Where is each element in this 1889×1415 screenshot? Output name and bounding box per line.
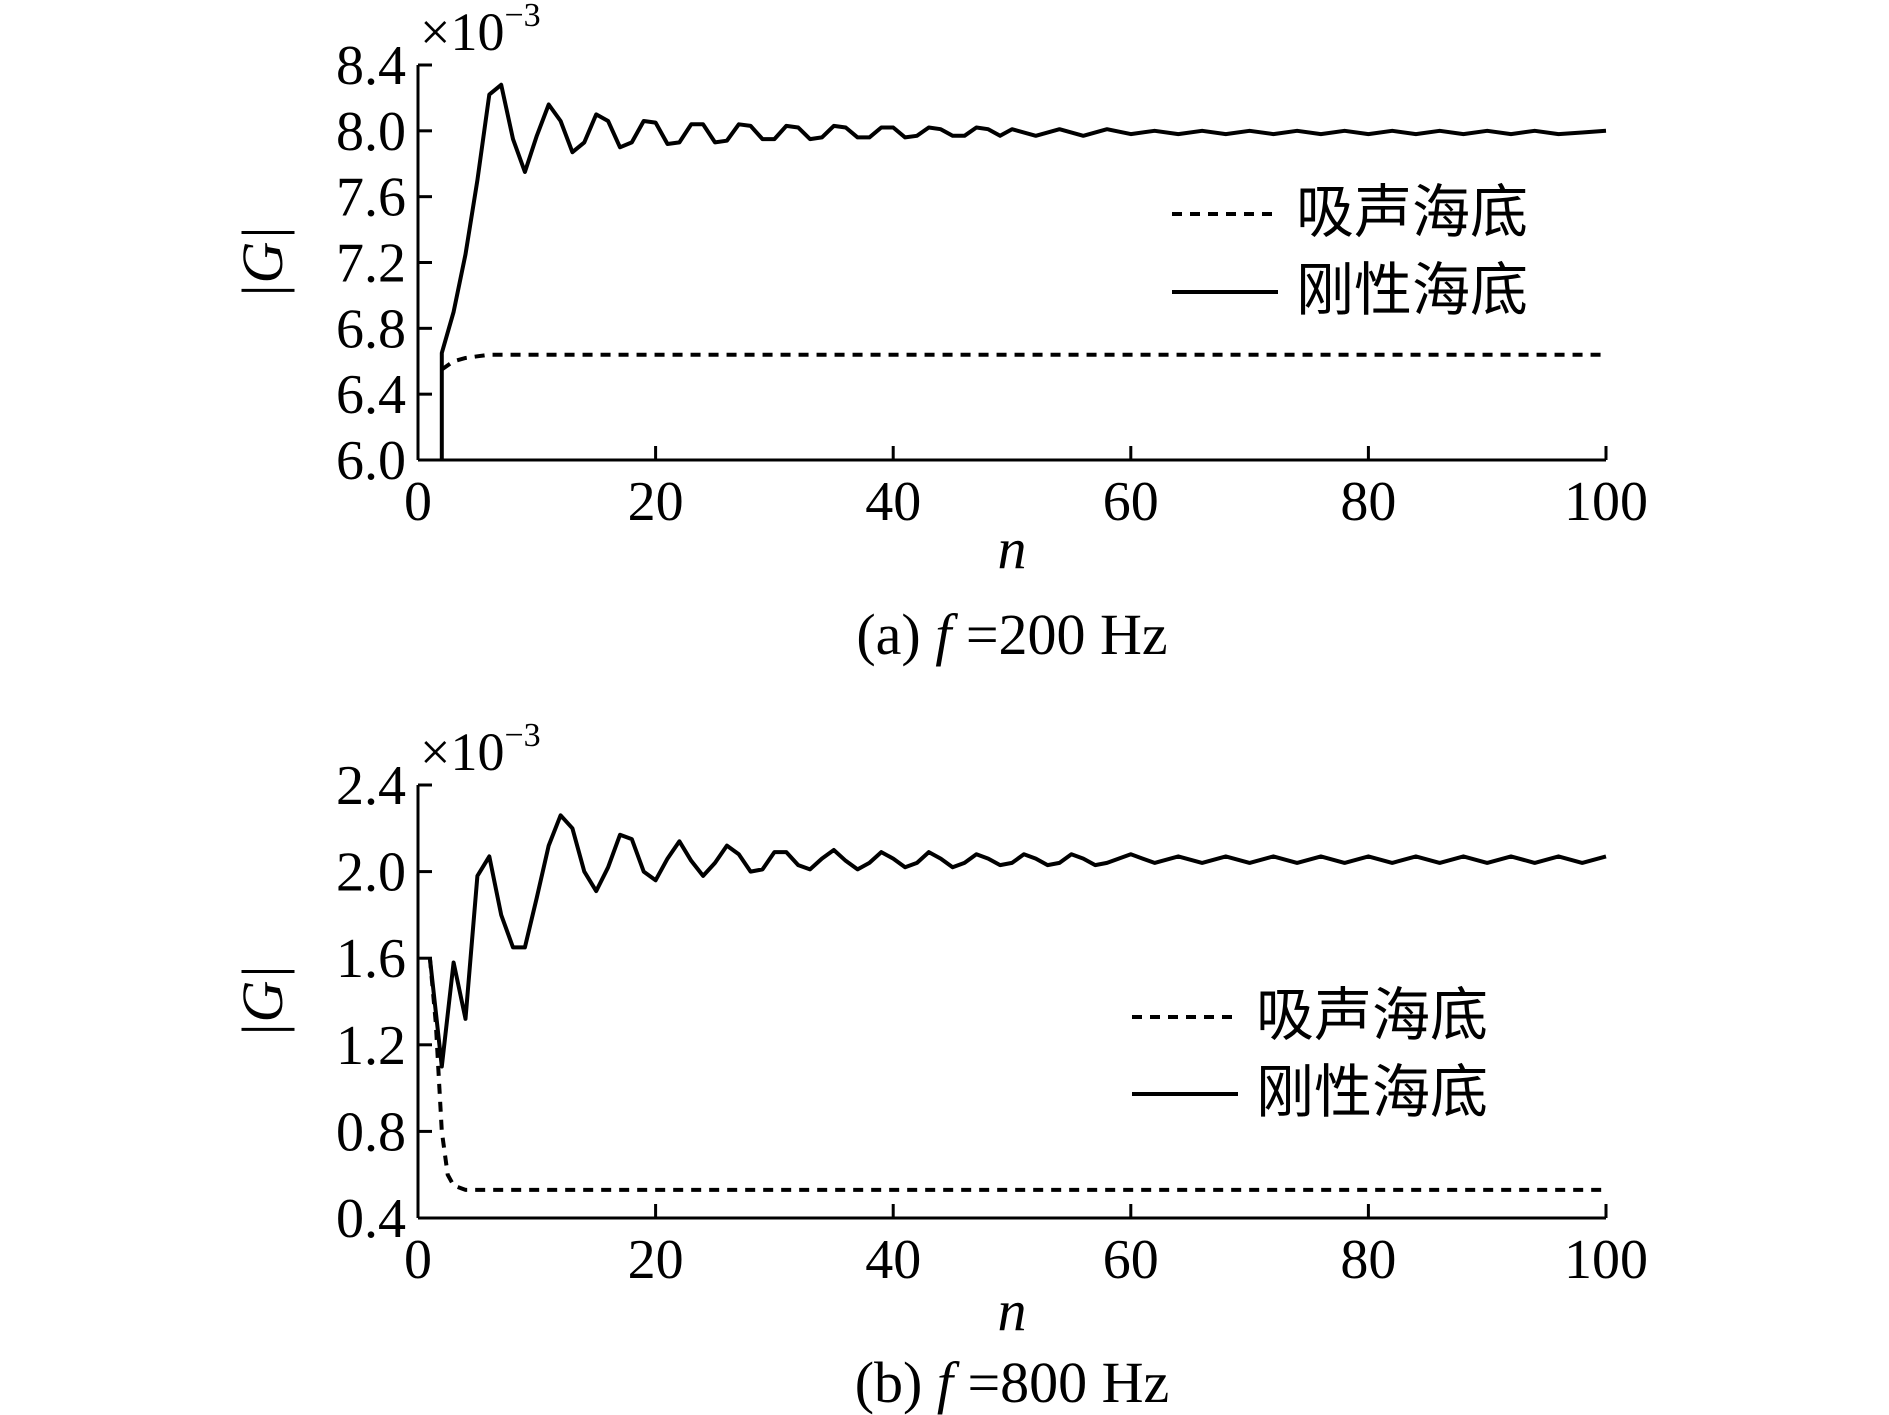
- panel-caption: (a) f =200 Hz: [856, 602, 1167, 667]
- y-tick-label: 1.6: [336, 928, 406, 990]
- y-tick-label: 1.2: [336, 1015, 406, 1077]
- scale-factor: ×10−3: [420, 717, 541, 782]
- x-tick-label: 80: [1340, 1229, 1396, 1291]
- scale-factor-exponent: −3: [504, 0, 540, 34]
- x-tick-label: 60: [1103, 1229, 1159, 1291]
- scale-factor-base: ×10: [420, 2, 504, 62]
- y-tick-label: 0.4: [336, 1188, 406, 1250]
- x-tick-label: 100: [1564, 1229, 1648, 1291]
- caption-suffix: =800 Hz: [953, 1350, 1169, 1415]
- y-tick-label: 0.8: [336, 1101, 406, 1163]
- series-line-rigid: [427, 813, 1607, 1069]
- legend-label: 刚性海底: [1256, 1058, 1488, 1126]
- y-tick-label: 7.2: [336, 233, 406, 295]
- caption-suffix: =200 Hz: [951, 602, 1167, 667]
- x-tick-label: 0: [404, 471, 432, 533]
- y-tick-label: 8.0: [336, 101, 406, 163]
- scale-factor: ×10−3: [420, 0, 541, 62]
- x-tick-label: 20: [628, 1229, 684, 1291]
- scale-factor-exponent: −3: [504, 717, 540, 754]
- y-tick-label: 6.4: [336, 364, 406, 426]
- series-line-rigid: [439, 82, 1607, 460]
- panel-b: 0 20 40 60 80 100 0.4 0.8 1.2 1.6 2.0 2.4×10−3 |G| n (…: [230, 717, 1648, 1415]
- x-tick-label: 80: [1340, 471, 1396, 533]
- caption-prefix: (b): [855, 1350, 937, 1415]
- series-line-absorbing: [440, 352, 1606, 372]
- x-tick-label: 60: [1103, 471, 1159, 533]
- x-tick-label: 20: [628, 471, 684, 533]
- series-line-absorbing: [427, 958, 1606, 1192]
- panel-a: 0 20 40 60 80 100 6.06.46.87.27.68.08.4×10−3 |G…: [230, 0, 1648, 667]
- y-tick-label: 2.0: [336, 842, 406, 904]
- panel-caption: (b) f =800 Hz: [855, 1350, 1170, 1415]
- y-axis-label: |G|: [230, 965, 295, 1039]
- legend-label: 刚性海底: [1296, 256, 1528, 324]
- legend-label: 吸声海底: [1256, 981, 1488, 1049]
- x-tick-label: 40: [865, 471, 921, 533]
- x-tick-label: 100: [1564, 471, 1648, 533]
- y-tick-label: 2.4: [336, 755, 406, 817]
- caption-prefix: (a): [856, 602, 935, 667]
- y-tick-label: 6.0: [336, 430, 406, 492]
- x-tick-label: 40: [865, 1229, 921, 1291]
- y-axis-label: |G|: [230, 226, 295, 300]
- y-tick-label: 6.8: [336, 298, 406, 360]
- x-axis-label: n: [998, 516, 1027, 581]
- scale-factor-base: ×10: [420, 722, 504, 782]
- x-tick-label: 0: [404, 1229, 432, 1291]
- y-tick-label: 8.4: [336, 35, 406, 97]
- y-tick-label: 7.6: [336, 167, 406, 229]
- legend-label: 吸声海底: [1296, 178, 1528, 246]
- x-axis-label: n: [998, 1278, 1027, 1343]
